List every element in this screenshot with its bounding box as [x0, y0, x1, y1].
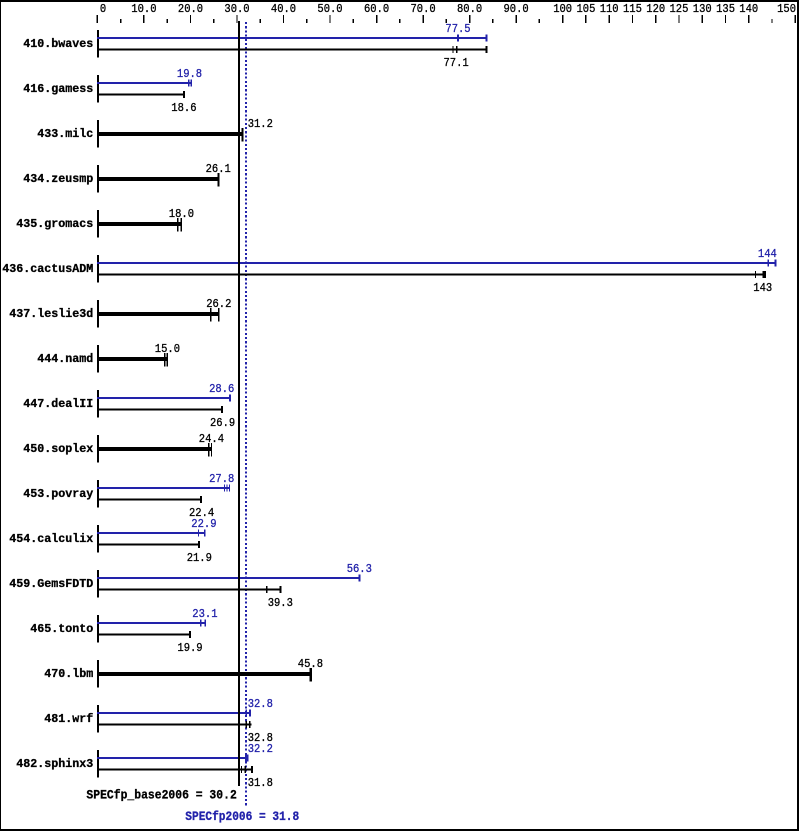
svg-text:19.8: 19.8 — [177, 67, 202, 81]
svg-text:150: 150 — [777, 2, 796, 16]
svg-text:27.8: 27.8 — [209, 472, 234, 486]
svg-text:31.2: 31.2 — [248, 117, 273, 131]
svg-text:20.0: 20.0 — [178, 2, 203, 16]
svg-text:459.GemsFDTD: 459.GemsFDTD — [9, 577, 93, 591]
svg-text:32.8: 32.8 — [248, 731, 273, 745]
svg-text:470.lbm: 470.lbm — [44, 667, 93, 681]
svg-text:19.9: 19.9 — [177, 641, 202, 655]
svg-text:10.0: 10.0 — [131, 2, 156, 16]
svg-text:32.8: 32.8 — [248, 697, 273, 711]
svg-text:140: 140 — [739, 2, 758, 16]
svg-text:80.0: 80.0 — [457, 2, 482, 16]
svg-text:450.soplex: 450.soplex — [23, 442, 93, 456]
svg-text:40.0: 40.0 — [271, 2, 296, 16]
svg-text:18.0: 18.0 — [169, 207, 194, 221]
svg-text:115: 115 — [623, 2, 642, 16]
svg-text:56.3: 56.3 — [347, 562, 372, 576]
svg-text:77.5: 77.5 — [445, 22, 470, 36]
svg-text:433.milc: 433.milc — [37, 127, 93, 141]
svg-text:120: 120 — [646, 2, 665, 16]
svg-text:144: 144 — [758, 247, 777, 261]
svg-text:434.zeusmp: 434.zeusmp — [23, 172, 93, 186]
svg-text:453.povray: 453.povray — [23, 487, 93, 501]
svg-text:60.0: 60.0 — [364, 2, 389, 16]
svg-text:130: 130 — [693, 2, 712, 16]
svg-text:30.0: 30.0 — [224, 2, 249, 16]
svg-text:410.bwaves: 410.bwaves — [23, 37, 93, 51]
svg-text:18.6: 18.6 — [171, 101, 196, 115]
svg-text:50.0: 50.0 — [317, 2, 342, 16]
svg-text:90.0: 90.0 — [504, 2, 529, 16]
svg-text:70.0: 70.0 — [411, 2, 436, 16]
svg-text:143: 143 — [753, 281, 772, 295]
svg-text:77.1: 77.1 — [444, 56, 469, 70]
svg-text:437.leslie3d: 437.leslie3d — [9, 307, 93, 321]
svg-text:39.3: 39.3 — [268, 596, 293, 610]
svg-text:447.dealII: 447.dealII — [23, 397, 93, 411]
svg-text:436.cactusADM: 436.cactusADM — [2, 262, 93, 276]
svg-text:125: 125 — [670, 2, 689, 16]
svg-text:21.9: 21.9 — [187, 551, 212, 565]
svg-text:435.gromacs: 435.gromacs — [16, 217, 93, 231]
svg-text:100: 100 — [553, 2, 572, 16]
svg-text:465.tonto: 465.tonto — [30, 622, 93, 636]
svg-text:110: 110 — [600, 2, 619, 16]
svg-text:444.namd: 444.namd — [37, 352, 93, 366]
svg-text:31.8: 31.8 — [248, 776, 273, 790]
svg-text:105: 105 — [577, 2, 596, 16]
svg-text:SPECfp_base2006 = 30.2: SPECfp_base2006 = 30.2 — [86, 787, 237, 802]
svg-text:0: 0 — [100, 2, 106, 16]
svg-text:454.calculix: 454.calculix — [9, 532, 93, 546]
svg-text:416.gamess: 416.gamess — [23, 82, 93, 96]
svg-text:23.1: 23.1 — [192, 607, 217, 621]
svg-text:22.9: 22.9 — [191, 517, 216, 531]
svg-text:SPECfp2006 = 31.8: SPECfp2006 = 31.8 — [185, 809, 299, 824]
svg-text:15.0: 15.0 — [155, 342, 180, 356]
svg-text:481.wrf: 481.wrf — [44, 712, 93, 726]
svg-text:45.8: 45.8 — [298, 657, 323, 671]
svg-text:32.2: 32.2 — [248, 742, 273, 756]
svg-text:26.1: 26.1 — [206, 162, 231, 176]
svg-text:26.9: 26.9 — [210, 416, 235, 430]
svg-text:482.sphinx3: 482.sphinx3 — [16, 757, 93, 771]
svg-text:22.4: 22.4 — [189, 506, 214, 520]
svg-text:24.4: 24.4 — [199, 432, 224, 446]
svg-text:135: 135 — [716, 2, 735, 16]
svg-text:28.6: 28.6 — [209, 382, 234, 396]
svg-text:26.2: 26.2 — [206, 297, 231, 311]
